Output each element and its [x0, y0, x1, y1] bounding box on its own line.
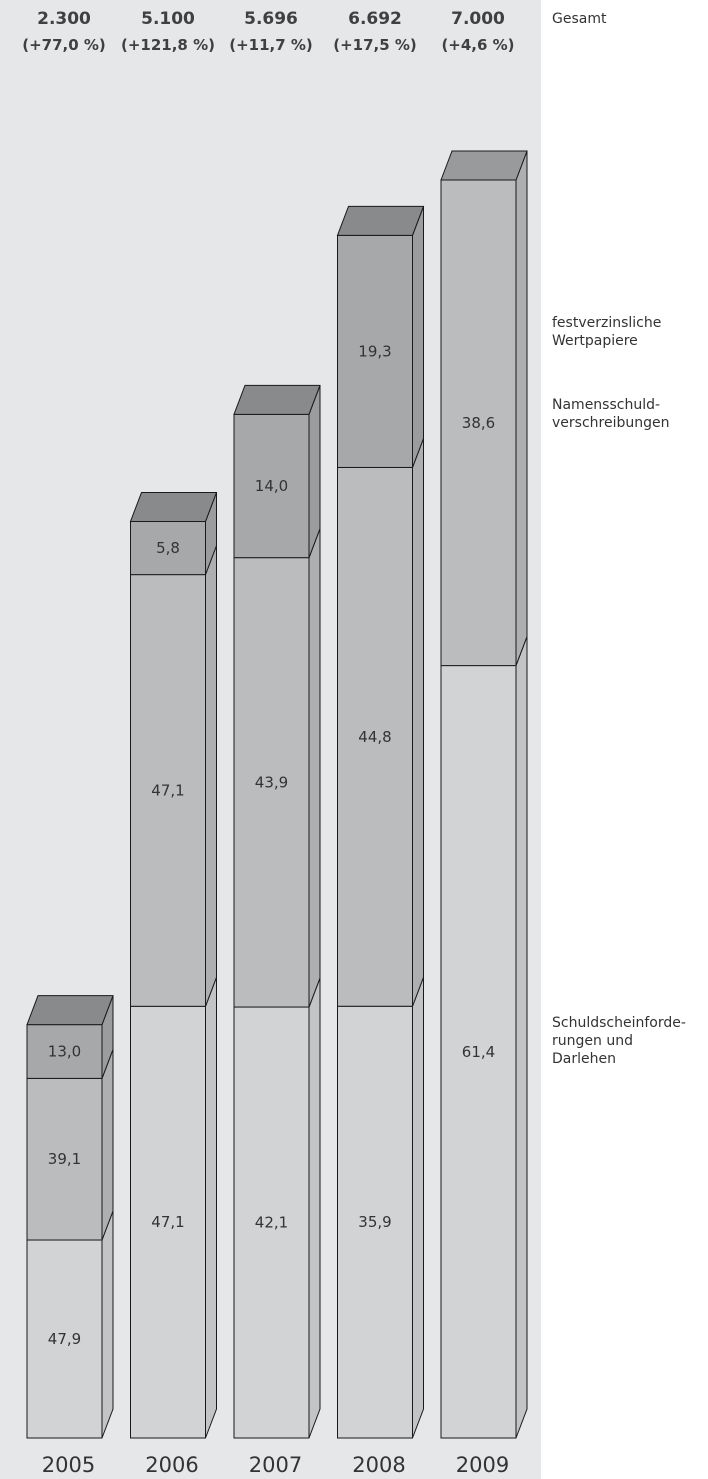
bar-top-face	[129, 491, 218, 522]
data-label: 19,3	[358, 342, 391, 360]
bar-segment	[26, 1239, 103, 1439]
total-2005: 2.300 (+77,0 %)	[12, 6, 116, 58]
total-2009: 7.000 (+4,6 %)	[426, 6, 530, 58]
bar-segment	[440, 665, 517, 1439]
x-tick-label: 2009	[456, 1453, 509, 1477]
total-value: 5.100	[141, 9, 195, 29]
x-tick-label: 2008	[352, 1453, 405, 1477]
x-tick-label: 2006	[145, 1453, 198, 1477]
bar-segment-side	[412, 977, 424, 1439]
bar-segment-side	[101, 1210, 114, 1439]
bar-segment	[130, 574, 206, 1007]
bar-segment	[440, 179, 517, 667]
legend-namensschuldverschreibungen: Namensschuld- verschreibungen	[552, 397, 670, 431]
data-label: 42,1	[255, 1214, 288, 1232]
legend-schuldscheinforderungen: Schuldscheinforde- rungen und Darlehen	[552, 1015, 686, 1067]
bar-segment	[26, 1024, 103, 1079]
x-tick-label: 2005	[42, 1453, 95, 1477]
bar-segment	[233, 413, 310, 559]
bar-segment	[337, 1005, 413, 1439]
data-label: 61,4	[462, 1043, 495, 1061]
data-label: 47,9	[48, 1330, 81, 1348]
bar-segment-side	[515, 636, 528, 1439]
bar-top-face	[26, 995, 114, 1026]
bar-segment-side	[205, 977, 217, 1439]
legend-gesamt: Gesamt	[552, 11, 607, 27]
legend-festverzinsliche-wertpapiere: festverzinsliche Wertpapiere	[552, 315, 662, 349]
bar-segment	[233, 557, 310, 1008]
total-change: (+4,6 %)	[441, 36, 515, 54]
data-label: 47,1	[151, 1213, 184, 1231]
data-label: 47,1	[151, 781, 184, 799]
bar-top-face	[233, 384, 321, 415]
data-label: 38,6	[462, 414, 495, 432]
bar-segment-side	[412, 206, 424, 468]
data-label: 44,8	[358, 728, 391, 746]
bar-segment-side	[308, 977, 321, 1439]
bar-top-face	[440, 150, 528, 181]
total-2006: 5.100 (+121,8 %)	[116, 6, 220, 58]
bar-segment-side	[515, 150, 528, 666]
bar-segment	[337, 466, 413, 1007]
total-value: 2.300	[37, 9, 91, 29]
data-label: 35,9	[358, 1213, 391, 1231]
x-tick-label: 2007	[249, 1453, 302, 1477]
total-2008: 6.692 (+17,5 %)	[323, 6, 427, 58]
total-value: 7.000	[451, 9, 505, 29]
total-change: (+121,8 %)	[121, 36, 215, 54]
bar-segment-side	[205, 545, 217, 1007]
total-2007: 5.696 (+11,7 %)	[219, 6, 323, 58]
bar-segment	[26, 1077, 103, 1241]
total-change: (+17,5 %)	[333, 36, 417, 54]
data-label: 43,9	[255, 773, 288, 791]
data-label: 5,8	[156, 539, 180, 557]
bar-segment	[233, 1006, 310, 1439]
stacked-bar-chart: 47,9 39,1 13,0 2005 47,1 47,1 5,8 2006 42,1 43,9 1…	[26, 150, 528, 1477]
bar-segment-side	[308, 528, 321, 1008]
total-value: 5.696	[244, 9, 298, 29]
total-value: 6.692	[348, 9, 402, 29]
total-change: (+11,7 %)	[229, 36, 313, 54]
bar-top-face	[336, 205, 425, 236]
bar-segment-side	[101, 1049, 114, 1241]
bar-segment	[130, 1005, 206, 1439]
total-change: (+77,0 %)	[22, 36, 106, 54]
bar-segment-side	[412, 438, 424, 1007]
bar-segment	[337, 234, 413, 468]
data-label: 39,1	[48, 1150, 81, 1168]
data-label: 13,0	[48, 1043, 81, 1061]
data-label: 14,0	[255, 477, 288, 495]
